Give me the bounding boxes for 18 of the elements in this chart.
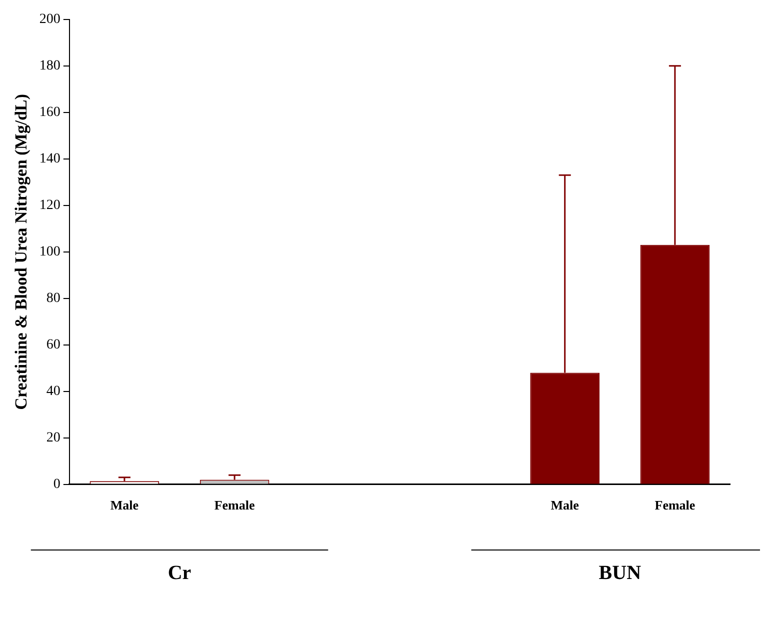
x-tick-label: Male [110, 498, 139, 513]
y-tick-label: 140 [39, 152, 60, 167]
x-tick-label: Male [550, 498, 580, 513]
y-tick-label: 80 [46, 291, 60, 306]
y-axis-title: Creatinine & Blood Urea Nitrogen (Mg/dL) [12, 94, 31, 410]
y-tick-label: 200 [39, 12, 60, 28]
y-tick-label: 40 [46, 384, 60, 400]
y-tick-label: 60 [46, 338, 60, 353]
y-tick-label: 180 [39, 58, 60, 74]
y-tick-label: 100 [39, 244, 60, 260]
y-tick-label: 120 [39, 198, 60, 214]
y-tick-label: 160 [39, 105, 60, 120]
y-tick-label: 0 [53, 477, 60, 492]
x-tick-label: Female [654, 498, 696, 513]
x-tick-label: Female [214, 498, 255, 513]
text: Cr [168, 562, 192, 584]
y-tick-label: 20 [46, 430, 60, 446]
text: BUN [598, 562, 642, 584]
